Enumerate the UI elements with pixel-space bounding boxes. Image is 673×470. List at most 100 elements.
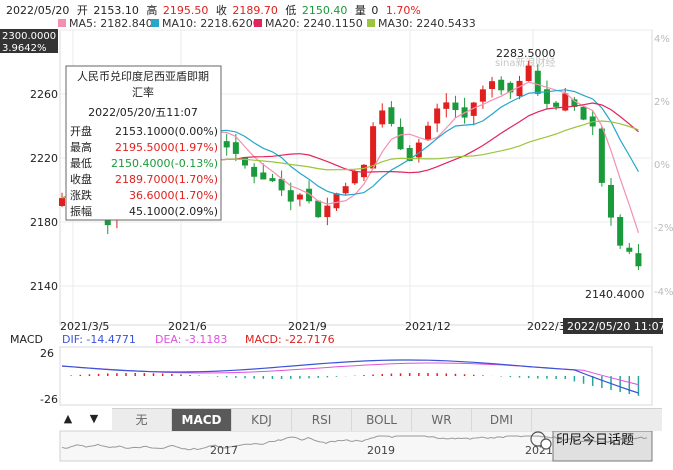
- macd-dea: DEA: -3.1183: [155, 333, 227, 346]
- navigator-year-2017: 2017: [210, 444, 238, 457]
- tooltip-row-value: 2150.4000(-0.13%): [111, 157, 218, 170]
- y-tick-label: 2140: [30, 280, 58, 293]
- macd-histogram: [70, 373, 640, 396]
- navigator-line: [61, 435, 648, 451]
- y-tick-label: 2220: [30, 152, 58, 165]
- tooltip-row-label: 振幅: [70, 204, 92, 218]
- arrow-down-button[interactable]: ▼: [89, 412, 99, 425]
- tab-rsi[interactable]: RSI: [292, 409, 352, 431]
- macd-lines: [61, 359, 639, 394]
- candle-body: [296, 194, 303, 200]
- candle-body: [388, 107, 395, 124]
- navigator-window[interactable]: [552, 430, 653, 462]
- candle-body: [562, 93, 569, 111]
- candle-body: [342, 186, 349, 194]
- tooltip-row-value: 2153.1000(0.00%): [115, 125, 218, 138]
- candle-body: [507, 82, 514, 93]
- tab-none[interactable]: 无: [112, 409, 172, 431]
- candle-body: [333, 193, 340, 209]
- tooltip-row-value: 45.1000(2.09%): [129, 205, 218, 218]
- candle-body: [269, 178, 276, 182]
- macd-tick-bottom: -26: [40, 393, 58, 406]
- crosshair-price: 2300.0000: [2, 31, 56, 42]
- candle-body: [626, 247, 633, 252]
- x-tick-label: 2021/9: [288, 320, 327, 333]
- tooltip-row-value: 36.6000(1.70%): [129, 189, 218, 202]
- arrow-up-button[interactable]: ▲: [63, 412, 73, 425]
- candle-body: [425, 125, 431, 140]
- tab-macd[interactable]: MACD: [172, 409, 232, 431]
- dif-line: [61, 359, 639, 394]
- candle-body: [278, 178, 285, 191]
- pct-tick-label: 0%: [654, 160, 670, 171]
- candle-body: [351, 171, 358, 184]
- macd-value: MACD: -22.7176: [245, 333, 335, 346]
- pct-tick-label: 2%: [654, 97, 670, 108]
- tooltip-datetime: 2022/05/20/五11:07: [88, 106, 198, 119]
- candle-body: [571, 99, 578, 107]
- crosshair-date-box: [563, 318, 663, 334]
- macd-area: [59, 346, 653, 406]
- macd-dif: DIF: -14.4771: [62, 333, 136, 346]
- date-axis: 2021/3/5 2021/6 2021/9 2021/12 2022/3: [60, 320, 566, 333]
- tooltip-row-label: 收盘: [70, 172, 92, 186]
- navigator-year-2019: 2019: [367, 444, 395, 457]
- brand-name: 印尼今日话题: [556, 432, 634, 448]
- ma-legend: MA5: 2182.8400 MA10: 2218.6200 MA20: 2240.…: [58, 17, 476, 30]
- y-tick-label: 2180: [30, 216, 58, 229]
- candle-body: [232, 142, 239, 154]
- tab-dmi[interactable]: DMI: [472, 409, 532, 431]
- tooltip-row-label: 涨跌: [70, 188, 92, 202]
- candle-body: [443, 102, 450, 109]
- tooltip-row-label: 最低: [70, 157, 92, 170]
- tab-boll[interactable]: BOLL: [352, 409, 412, 431]
- candle-body: [415, 142, 422, 158]
- candle-body: [223, 141, 230, 148]
- x-tick-label: 2021/12: [405, 320, 451, 333]
- candle-body: [479, 89, 486, 102]
- crosshair: 2300.0000 3.9642% 2022/05/20 11:07: [0, 29, 666, 334]
- macd-panel: MACD DIF: -14.4771 DEA: -3.1183 MACD: -2…: [10, 333, 653, 406]
- candle-body: [470, 102, 477, 116]
- candle-body: [242, 157, 248, 166]
- tooltip-row-label: 开盘: [70, 124, 92, 138]
- range-navigator[interactable]: 2017 2019 2021: [59, 430, 653, 462]
- candle-body: [379, 110, 386, 125]
- pct-tick-label: -4%: [654, 287, 673, 298]
- y-tick-label: 2260: [30, 88, 58, 101]
- tooltip-title: 人民币兑印度尼西亚盾即期: [77, 69, 209, 83]
- candle-body: [608, 184, 614, 218]
- candle-body: [543, 89, 550, 104]
- candle-body: [534, 70, 541, 94]
- candle-body: [598, 128, 605, 183]
- candle-body: [406, 147, 413, 162]
- candle-body: [452, 102, 459, 111]
- macd-tick-top: 26: [40, 347, 54, 360]
- candle-body: [397, 126, 404, 150]
- tab-wr[interactable]: WR: [412, 409, 472, 431]
- tab-kdj[interactable]: KDJ: [232, 409, 292, 431]
- tooltip-row-label: 最高: [70, 140, 92, 154]
- candle-body: [287, 190, 294, 202]
- crosshair-price-box: [0, 29, 58, 53]
- candle-body: [251, 166, 258, 177]
- candle-body: [635, 253, 642, 267]
- price-axis: 2260 2220 2180 2140: [30, 88, 58, 293]
- header-info: 2022/05/20 开 2153.10 高 2195.50 收 2189.70…: [6, 3, 421, 17]
- candle-body: [260, 172, 267, 180]
- indicator-tabs: 无 MACD KDJ RSI BOLL WR DMI: [112, 408, 662, 431]
- brand-badge: 印尼今日话题: [530, 431, 634, 450]
- pct-tick-label: -2%: [654, 223, 673, 234]
- low-annotation: 2140.4000: [585, 288, 645, 301]
- candle-body: [553, 102, 560, 107]
- macd-title: MACD: [10, 333, 43, 346]
- ma-legend-swatch: [367, 19, 375, 27]
- high-annotation: 2283.5000: [496, 47, 556, 60]
- tooltip-row-value: 2195.5000(1.97%): [115, 141, 218, 154]
- x-tick-label: 2021/3/5: [60, 320, 109, 333]
- ma-legend-swatch: [58, 19, 66, 27]
- candle-body: [434, 108, 441, 124]
- candle-body: [617, 217, 624, 246]
- candle-body: [489, 81, 496, 89]
